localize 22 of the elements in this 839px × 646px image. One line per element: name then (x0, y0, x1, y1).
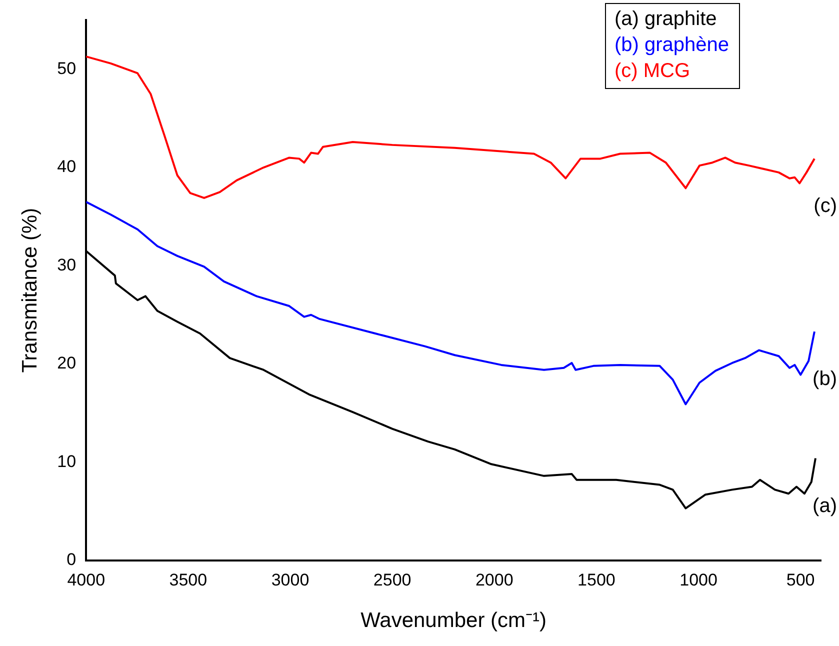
x-tick-label: 2000 (475, 570, 514, 590)
y-tick-label: 10 (57, 452, 76, 471)
y-tick-label: 40 (57, 157, 76, 176)
y-tick-label: 30 (57, 255, 76, 274)
x-tick-label: 4000 (67, 570, 106, 590)
x-tick-label: 500 (786, 570, 815, 590)
y-tick-label: 20 (57, 354, 76, 373)
annotation: (b) (812, 368, 837, 390)
x-tick-label: 2500 (373, 570, 412, 590)
x-tick-label: 3000 (271, 570, 310, 590)
y-tick-label: 50 (57, 58, 76, 78)
x-axis-title: Wavenumber (cm⁻¹) (360, 609, 547, 632)
y-tick-label: 0 (66, 550, 76, 570)
x-tick-label: 1000 (680, 570, 718, 590)
y-axis-title: Transmitance (%) (18, 208, 42, 373)
x-tick-label: 3500 (169, 570, 208, 590)
text: (b) graphène (614, 33, 729, 58)
annotation: (a) (812, 494, 837, 517)
annotation: (c) (814, 195, 837, 218)
x-tick-label: 1500 (578, 570, 616, 590)
text: (a) graphite (614, 7, 718, 32)
text: (c) MCG (614, 59, 692, 84)
